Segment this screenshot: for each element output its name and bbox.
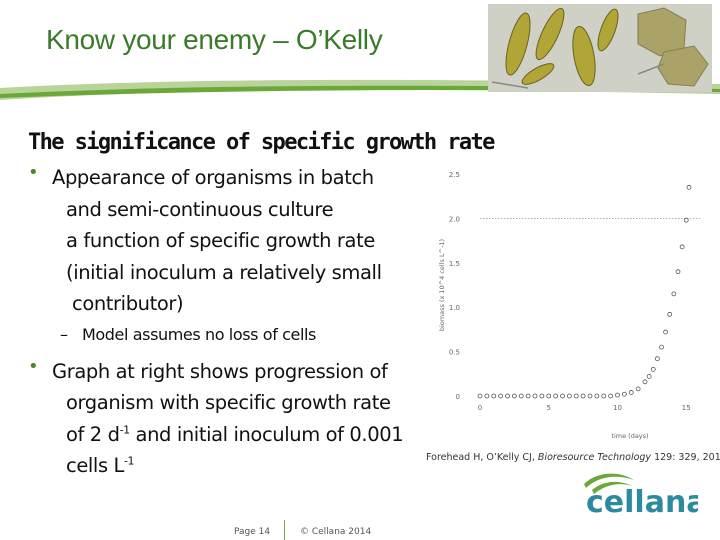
data-point (553, 393, 559, 399)
data-point (511, 393, 517, 399)
data-point (518, 393, 524, 399)
bullet-line: and semi-continuous culture (66, 197, 334, 221)
citation-authors: Forehead H, O’Kelly CJ, (426, 452, 538, 463)
x-tick-label: 0 (478, 404, 482, 412)
bullet-line: contributor) (72, 292, 184, 315)
data-point (659, 344, 664, 350)
footer-copyright: © Cellana 2014 (300, 527, 372, 537)
data-point (642, 379, 648, 385)
y-tick-label: 0.5 (449, 349, 460, 357)
logo-text: cellana (586, 485, 698, 520)
data-point (667, 311, 673, 317)
data-point (580, 393, 586, 399)
data-point (601, 393, 607, 399)
data-point (654, 356, 660, 362)
data-point (505, 393, 510, 399)
data-point (498, 393, 504, 399)
x-axis-label: time (days) (611, 432, 648, 440)
footer-divider (284, 520, 285, 540)
bullet-line: a function of specific growth rate (66, 229, 375, 252)
citation-ref: 129: 329, 2013 (651, 452, 720, 463)
y-tick-label: 2.5 (449, 171, 460, 179)
data-point (532, 393, 538, 399)
data-point (650, 366, 656, 372)
text-segment: of 2 d (66, 422, 120, 446)
text-segment: and initial inoculum of 0.001 (129, 422, 404, 446)
data-point (675, 269, 681, 275)
data-point (671, 291, 677, 297)
bullet-dot-icon: • (28, 355, 39, 377)
superscript: -1 (123, 454, 135, 468)
citation-journal: Bioresource Technology (537, 452, 652, 463)
data-point (491, 393, 497, 399)
bullet-line: (initial inoculum a relatively small (66, 260, 382, 284)
slide-subtitle: The significance of specific growth rate (28, 130, 495, 155)
x-tick-label: 15 (682, 404, 691, 412)
data-point (587, 393, 593, 399)
bullet-item: • Graph at right shows progression of or… (28, 356, 428, 482)
data-point (683, 217, 689, 223)
y-tick-label: 1.5 (449, 260, 460, 268)
growth-chart: 0 0.5 1.0 1.5 2.0 2.5 0 5 10 15 time (days) biomass… (438, 171, 700, 440)
y-tick-label: 1.0 (449, 304, 460, 312)
data-point (635, 386, 641, 392)
data-point (608, 393, 614, 399)
x-tick-label: 5 (547, 404, 551, 412)
bullet-line: organism with specific growth rate (66, 391, 391, 414)
logo-arcs-icon (584, 473, 634, 494)
bullet-list: • Appearance of organisms in batch and s… (28, 162, 428, 482)
bullet-line: of 2 d-1 and initial inoculum of 0.001 (52, 419, 428, 451)
data-point (477, 393, 483, 399)
data-point (566, 393, 572, 399)
data-point (539, 393, 545, 399)
data-point (628, 390, 634, 395)
bullet-line: Graph at right shows progression of (52, 359, 388, 383)
data-point (615, 392, 620, 398)
data-point (621, 391, 627, 397)
data-point (663, 329, 669, 335)
diatom-photo (488, 4, 712, 92)
superscript: -1 (119, 423, 131, 436)
y-tick-label: 0 (456, 393, 460, 401)
data-point (560, 393, 565, 399)
text-segment: cells L (66, 454, 124, 477)
data-point (686, 184, 692, 190)
y-tick-label: 2.0 (449, 215, 460, 223)
data-point (594, 393, 600, 399)
data-point (484, 393, 490, 399)
data-point (679, 244, 685, 250)
slide-title: Know your enemy – O’Kelly (46, 24, 383, 55)
page-number: Page 14 (234, 527, 271, 537)
y-axis-label: biomass (x 10^4 cells L^-1) (438, 239, 446, 331)
data-point (646, 374, 652, 379)
x-tick-label: 10 (613, 404, 622, 412)
citation: Forehead H, O’Kelly CJ, Bioresource Tech… (426, 452, 720, 463)
data-point (573, 393, 579, 399)
bullet-line: cells L-1 (52, 450, 428, 482)
dash-icon: – (60, 324, 68, 344)
sub-bullet-text: Model assumes no loss of cells (82, 324, 316, 344)
bullet-item: • Appearance of organisms in batch and s… (28, 162, 428, 320)
bullet-line: Appearance of organisms in batch (52, 166, 374, 189)
sub-bullet: – Model assumes no loss of cells (28, 322, 428, 348)
data-point (525, 393, 531, 399)
data-point (546, 393, 552, 399)
bullet-dot-icon: • (28, 162, 39, 183)
cellana-logo: cellana (584, 473, 698, 520)
